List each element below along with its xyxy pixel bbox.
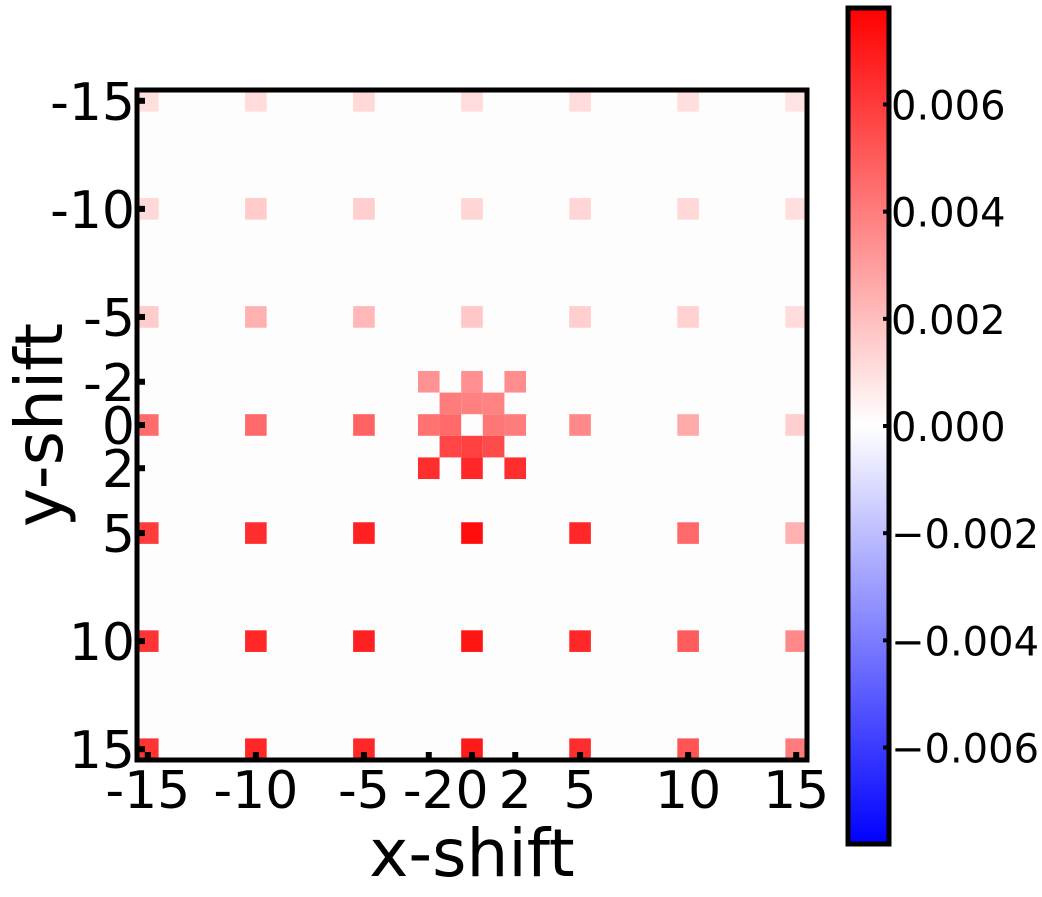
heatmap-cell (461, 198, 483, 220)
heatmap-cell (482, 414, 505, 436)
heatmap-cell (785, 522, 807, 544)
heatmap-cell (482, 392, 505, 415)
heatmap-cell (245, 522, 267, 544)
heatmap-cell (504, 414, 527, 436)
heatmap-cell (137, 90, 159, 112)
heatmap-cell (353, 738, 375, 760)
heatmap-cell (785, 414, 807, 436)
heatmap-cell (461, 738, 483, 760)
heatmap-cell (353, 522, 375, 544)
y-tick-label: -10 (50, 181, 135, 241)
heatmap-cell (245, 306, 267, 328)
x-tick-label: -15 (105, 761, 190, 821)
heatmap-cell (461, 522, 483, 544)
plot-frame (134, 87, 810, 763)
colorbar-tick-label: −0.006 (891, 727, 1039, 773)
heatmap-cell (677, 198, 699, 220)
heatmap-cell (245, 198, 267, 220)
heatmap-cell (245, 738, 267, 760)
heatmap-cell (137, 738, 159, 760)
y-tick-label: 10 (69, 613, 135, 673)
heatmap-cell (461, 306, 483, 328)
heatmap-cell (785, 630, 807, 652)
plot-area (137, 90, 807, 760)
y-tick-label: -2 (83, 354, 135, 414)
heatmap-cell (439, 414, 462, 436)
heatmap-cell (569, 306, 591, 328)
heatmap-cell (137, 306, 159, 328)
heatmap-cell (785, 198, 807, 220)
x-tick-label: 5 (564, 761, 597, 821)
heatmap-cell (439, 435, 462, 458)
heatmap-cell (137, 630, 159, 652)
heatmap-cell (353, 630, 375, 652)
y-tick-label: -15 (50, 73, 135, 133)
heatmap-cell (569, 738, 591, 760)
heatmap-cell (677, 738, 699, 760)
heatmap-cell (417, 457, 440, 480)
heatmap-cell (461, 90, 483, 112)
heatmap-cell (353, 414, 375, 436)
heatmap-cell (245, 630, 267, 652)
heatmap-cell (461, 457, 483, 480)
colorbar-tick-label: 0.004 (891, 191, 1006, 237)
heatmap-cell (439, 392, 462, 415)
heatmap-cell (569, 414, 591, 436)
y-tick-label: 15 (69, 721, 135, 781)
x-axis-label: x-shift (369, 815, 574, 892)
heatmap-cell (504, 370, 527, 393)
colorbar-frame (845, 5, 892, 847)
x-tick-label: -10 (213, 761, 298, 821)
heatmap-cell (677, 306, 699, 328)
heatmap-cell (785, 90, 807, 112)
heatmap-cell (353, 198, 375, 220)
x-tick-label: 2 (499, 761, 532, 821)
y-tick-label: -5 (83, 289, 135, 349)
heatmap-cell (569, 90, 591, 112)
colorbar-tick-label: −0.002 (891, 512, 1039, 558)
heatmap-cell (461, 370, 483, 393)
heatmap-cell (504, 457, 527, 480)
heatmap-cell (785, 306, 807, 328)
heatmap-cell (417, 370, 440, 393)
heatmap-cell (461, 630, 483, 652)
heatmap-cell (353, 90, 375, 112)
heatmap-cell (137, 522, 159, 544)
colorbar-ticks: 0.006 0.004 0.002 0.000 −0.002 −0.004 −0.006 (883, 83, 1039, 773)
x-tick-label: 10 (655, 761, 721, 821)
x-tick-label: -2 (403, 761, 455, 821)
colorbar-tick-label: 0.006 (891, 83, 1006, 129)
heatmap-cell (461, 392, 483, 415)
heatmap-cell (137, 198, 159, 220)
heatmap-cell (353, 306, 375, 328)
x-tick-label: 15 (763, 761, 829, 821)
y-tick-label: 5 (102, 505, 135, 565)
x-tick-label: -5 (338, 761, 390, 821)
heatmap-cell (417, 414, 440, 436)
colorbar-tick-label: 0.002 (891, 298, 1006, 344)
heatmap-cell (482, 435, 505, 458)
y-tick-label: 0 (102, 397, 135, 457)
heatmap-cell (677, 630, 699, 652)
x-tick-label: 0 (455, 761, 488, 821)
heatmap-cell (569, 630, 591, 652)
y-axis-label: y-shift (1, 323, 78, 527)
heatmap-cell (137, 414, 159, 436)
heatmap-cell (569, 198, 591, 220)
heatmap-cell (245, 414, 267, 436)
heatmap-cell (785, 738, 807, 760)
heatmap-cell (677, 414, 699, 436)
heatmap-cell (461, 435, 483, 458)
heatmap-cell (569, 522, 591, 544)
heatmap-cells (137, 90, 807, 760)
y-tick-label: 2 (102, 440, 135, 500)
colorbar-tick-label: 0.000 (891, 405, 1006, 451)
colorbar-tick-label: −0.004 (891, 619, 1039, 665)
heatmap-cell (677, 90, 699, 112)
heatmap-cell (245, 90, 267, 112)
heatmap-cell (677, 522, 699, 544)
colorbar-gradient (848, 8, 889, 844)
